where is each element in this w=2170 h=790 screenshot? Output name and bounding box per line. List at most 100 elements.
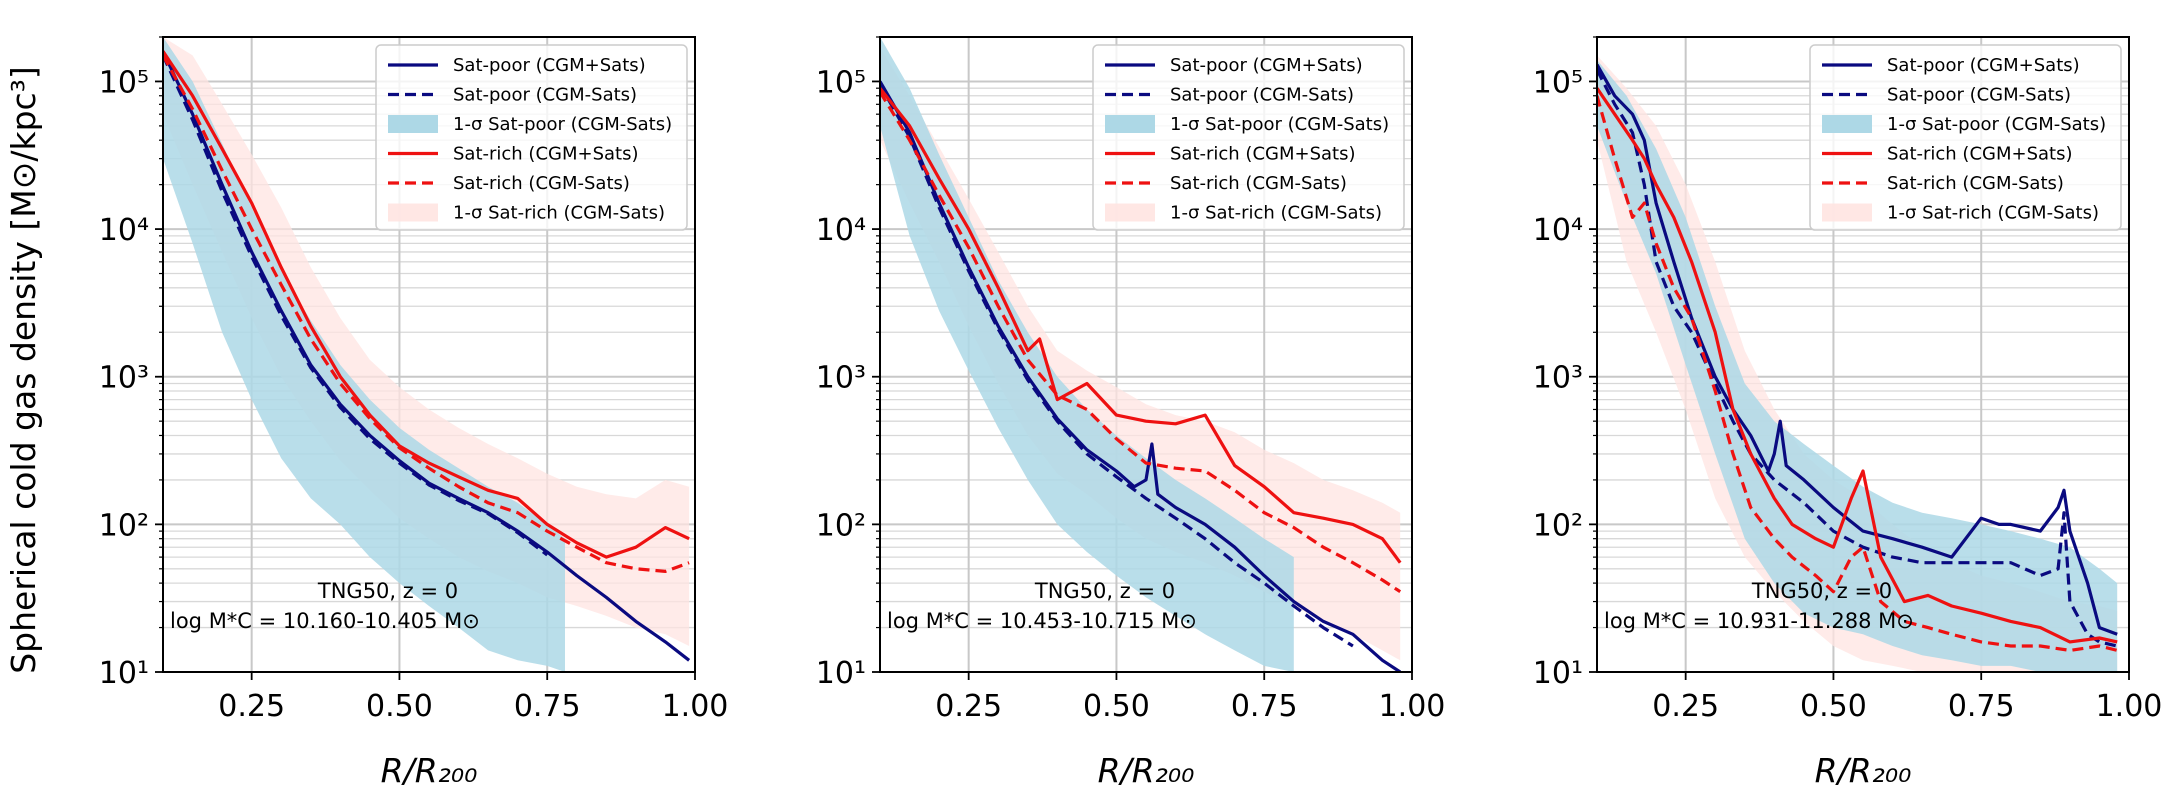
legend-label: Sat-poor (CGM-Sats) [453,85,637,106]
legend-label: Sat-rich (CGM+Sats) [1170,144,1356,165]
line-sat-poor-cgm-plus-sats [880,80,1402,672]
y-tick-label: 10⁴ [816,213,866,248]
y-tick-label: 10⁵ [99,65,149,100]
legend-box [1092,44,1405,231]
legend-swatch-patch [1105,203,1155,222]
y-tick-label: 10¹ [816,656,866,691]
band-sat-poor [880,37,1294,672]
line-sat-rich-cgm-minus-sats [163,54,690,574]
x-tick-label: 0.25 [218,689,285,724]
legend-swatch-patch [388,115,438,133]
legend-item: Sat-poor (CGM+Sats) [1822,55,2080,76]
y-tick-label: 10⁵ [816,65,866,100]
legend-label: 1-σ Sat-poor (CGM-Sats) [453,114,672,135]
x-tick-label: 0.75 [1948,689,2015,724]
legend-item: Sat-rich (CGM+Sats) [388,144,639,165]
y-tick-label: 10³ [1533,361,1583,396]
y-tick-label: 10⁴ [99,213,149,248]
line-sat-poor-cgm-minus-sats [163,54,549,557]
legend-label: Sat-rich (CGM-Sats) [1887,173,2064,194]
axes-frame [162,36,696,673]
legend-item: Sat-rich (CGM+Sats) [1105,144,1356,165]
x-tick-label: 0.50 [1083,689,1150,724]
annotation-mass-range: log M*C = 10.931-11.288 M⊙ [1604,609,1914,633]
legend-label: 1-σ Sat-rich (CGM-Sats) [1170,203,1382,224]
legend-label: Sat-rich (CGM-Sats) [1170,173,1347,194]
legend-label: Sat-poor (CGM-Sats) [1170,85,1354,106]
x-tick-label: 1.00 [662,689,729,724]
y-tick-label: 10² [1533,508,1583,543]
legend-label: 1-σ Sat-rich (CGM-Sats) [1887,203,2099,224]
y-axis-label: Spherical cold gas density [M⊙/kpc³] [4,66,43,674]
legend-swatch-patch [388,203,438,222]
band-sat-rich [163,37,690,646]
legend-box [375,44,688,231]
legend-label: 1-σ Sat-rich (CGM-Sats) [453,203,665,224]
line-sat-rich-cgm-plus-sats [163,50,690,559]
x-axis-label: R/R₂₀₀ [1098,751,1195,790]
legend-label: Sat-rich (CGM-Sats) [453,173,630,194]
band-sat-poor [163,37,565,672]
x-axis-label: R/R₂₀₀ [381,751,478,790]
legend-item: Sat-poor (CGM-Sats) [1105,85,1354,106]
x-tick-label: 1.00 [1379,689,1446,724]
y-tick-label: 10⁵ [1533,65,1583,100]
legend-swatch-patch [1822,115,1872,133]
x-tick-label: 0.50 [366,689,433,724]
legend-label: 1-σ Sat-poor (CGM-Sats) [1887,114,2106,135]
y-tick-label: 10³ [816,361,866,396]
legend-item: Sat-rich (CGM-Sats) [1822,173,2064,194]
line-sat-rich-cgm-plus-sats [1597,87,2118,644]
legend-item: Sat-rich (CGM-Sats) [1105,173,1347,194]
legend-swatch-patch [1822,203,1872,222]
panel-right: 10¹ 10² 10³ 10⁴ 10⁵ 0.25 0.50 0.75 1.00 R/R₂₀₀ TNG… [1533,36,2162,790]
legend-item: Sat-rich (CGM+Sats) [1822,144,2073,165]
legend: Sat-poor (CGM+Sats) Sat-poor (CGM-Sats) 1-… [375,44,688,231]
x-tick-label: 0.25 [935,689,1002,724]
line-sat-poor-cgm-minus-sats [1597,69,2118,648]
annotation-mass-range: log M*C = 10.160-10.405 M⊙ [170,609,480,633]
legend: Sat-poor (CGM+Sats) Sat-poor (CGM-Sats) 1-… [1809,44,2122,231]
legend-label: Sat-poor (CGM-Sats) [1887,85,2071,106]
legend-label: Sat-rich (CGM+Sats) [453,144,639,165]
annotation-mass-range: log M*C = 10.453-10.715 M⊙ [887,609,1197,633]
line-sat-rich-cgm-plus-sats [880,87,1402,564]
legend-label: Sat-poor (CGM+Sats) [1170,55,1363,76]
x-tick-label: 0.75 [514,689,581,724]
x-tick-label: 0.75 [1231,689,1298,724]
annotation-sim-label: TNG50, z = 0 [1034,579,1175,603]
band-sat-poor [1597,59,2118,672]
axes-frame [879,36,1413,673]
legend-box [1809,44,2122,231]
panel-left: 10¹ 10² 10³ 10⁴ 10⁵ 0.25 0.50 0.75 1.00 R/R₂₀₀ TNG… [99,36,729,790]
plot-area [163,37,691,672]
line-sat-rich-cgm-minus-sats [880,91,1402,594]
x-tick-label: 0.50 [1800,689,1867,724]
y-tick-label: 10² [816,508,866,543]
y-tick-label: 10¹ [99,656,149,691]
y-tick-label: 10³ [99,361,149,396]
line-sat-poor-cgm-minus-sats [880,83,1354,648]
legend-label: Sat-poor (CGM+Sats) [1887,55,2080,76]
legend-item: 1-σ Sat-poor (CGM-Sats) [1822,114,2106,135]
legend-label: Sat-rich (CGM+Sats) [1887,144,2073,165]
y-tick-label: 10⁴ [1533,213,1583,248]
legend-item: 1-σ Sat-rich (CGM-Sats) [1822,203,2099,224]
line-sat-poor-cgm-plus-sats [1597,63,2118,636]
panel-middle: 10¹ 10² 10³ 10⁴ 10⁵ 0.25 0.50 0.75 1.00 R/R₂₀₀ TNG… [816,36,1446,790]
legend-label: Sat-poor (CGM+Sats) [453,55,646,76]
legend-item: Sat-poor (CGM+Sats) [388,55,646,76]
band-sat-rich [1597,55,2118,672]
y-tick-label: 10² [99,508,149,543]
legend-item: 1-σ Sat-rich (CGM-Sats) [1105,203,1382,224]
legend-item: 1-σ Sat-poor (CGM-Sats) [1105,114,1389,135]
legend-item: Sat-poor (CGM-Sats) [1822,85,2071,106]
legend-item: 1-σ Sat-poor (CGM-Sats) [388,114,672,135]
x-tick-label: 0.25 [1652,689,1719,724]
legend-item: Sat-rich (CGM-Sats) [388,173,630,194]
legend-item: Sat-poor (CGM-Sats) [388,85,637,106]
line-sat-rich-cgm-minus-sats [1597,95,2118,653]
legend-label: 1-σ Sat-poor (CGM-Sats) [1170,114,1389,135]
annotation-sim-label: TNG50, z = 0 [317,579,458,603]
x-axis-label: R/R₂₀₀ [1815,751,1912,790]
